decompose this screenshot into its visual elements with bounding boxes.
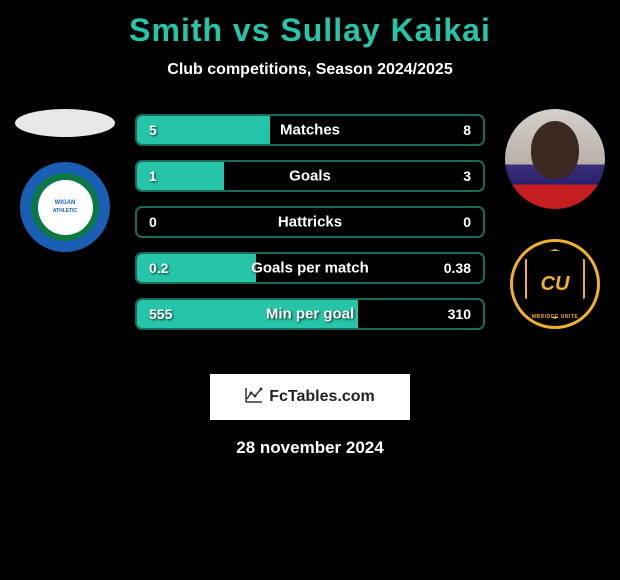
stat-row: 0 Hattricks 0 (135, 206, 485, 238)
club-badge-right: CU MBRIDGE UNITE (510, 239, 600, 329)
stat-value-right: 8 (463, 122, 471, 138)
subtitle: Club competitions, Season 2024/2025 (0, 61, 620, 79)
stat-label: Hattricks (278, 214, 342, 231)
stat-label: Goals per match (251, 260, 369, 277)
branding-box: FcTables.com (210, 374, 410, 420)
comparison-panel: WIGAN ATHLETIC CU MBRIDGE UNITE 5 Matches… (0, 114, 620, 344)
stat-value-left: 0.2 (149, 260, 168, 276)
stat-value-left: 0 (149, 214, 157, 230)
stat-row: 1 Goals 3 (135, 160, 485, 192)
stat-value-right: 3 (463, 168, 471, 184)
stat-value-left: 555 (149, 306, 172, 322)
branding-label: FcTables.com (269, 388, 375, 406)
page-title: Smith vs Sullay Kaikai (0, 0, 620, 49)
stats-bars: 5 Matches 8 1 Goals 3 0 Hattricks 0 0.2 Goals per … (135, 114, 485, 344)
stat-value-right: 310 (448, 306, 471, 322)
club-short-left: WIGAN (55, 200, 76, 207)
player-avatar-right (505, 109, 605, 209)
chart-icon (245, 387, 263, 408)
date-label: 28 november 2024 (0, 438, 620, 458)
stat-row: 555 Min per goal 310 (135, 298, 485, 330)
wigan-badge-inner: WIGAN ATHLETIC (38, 180, 93, 235)
stat-label: Min per goal (266, 306, 354, 323)
cu-badge-text: MBRIDGE UNITE (532, 314, 579, 320)
stat-value-right: 0.38 (444, 260, 471, 276)
cu-shield: CU (525, 249, 585, 319)
stat-label: Matches (280, 122, 340, 139)
stat-value-right: 0 (463, 214, 471, 230)
stat-row: 5 Matches 8 (135, 114, 485, 146)
stat-value-left: 5 (149, 122, 157, 138)
club-badge-left: WIGAN ATHLETIC (20, 162, 110, 252)
stat-value-left: 1 (149, 168, 157, 184)
stat-label: Goals (289, 168, 331, 185)
player-avatar-left (15, 109, 115, 137)
stat-row: 0.2 Goals per match 0.38 (135, 252, 485, 284)
left-player-column: WIGAN ATHLETIC (10, 109, 120, 252)
right-player-column: CU MBRIDGE UNITE (500, 109, 610, 329)
